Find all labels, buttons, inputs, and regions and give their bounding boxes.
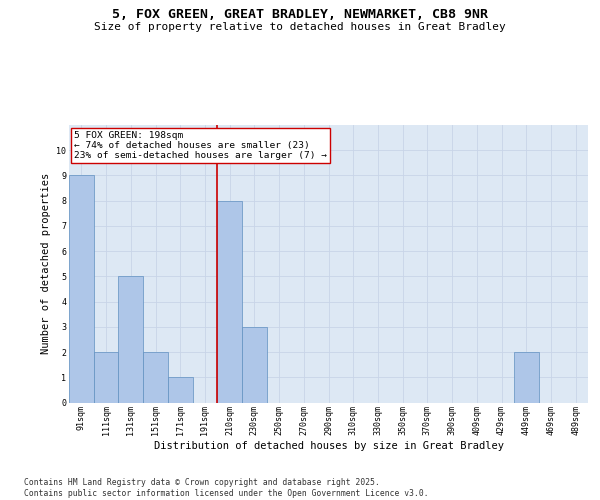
Bar: [168, 378, 193, 402]
Text: Contains HM Land Registry data © Crown copyright and database right 2025.
Contai: Contains HM Land Registry data © Crown c…: [24, 478, 428, 498]
Bar: [242, 327, 267, 402]
Text: 5 FOX GREEN: 198sqm
← 74% of detached houses are smaller (23)
23% of semi-detach: 5 FOX GREEN: 198sqm ← 74% of detached ho…: [74, 130, 327, 160]
Bar: [514, 352, 539, 403]
Text: Size of property relative to detached houses in Great Bradley: Size of property relative to detached ho…: [94, 22, 506, 32]
Bar: [69, 176, 94, 402]
Bar: [94, 352, 118, 403]
Bar: [217, 200, 242, 402]
Text: 5, FOX GREEN, GREAT BRADLEY, NEWMARKET, CB8 9NR: 5, FOX GREEN, GREAT BRADLEY, NEWMARKET, …: [112, 8, 488, 20]
X-axis label: Distribution of detached houses by size in Great Bradley: Distribution of detached houses by size …: [154, 441, 503, 451]
Bar: [118, 276, 143, 402]
Y-axis label: Number of detached properties: Number of detached properties: [41, 173, 50, 354]
Bar: [143, 352, 168, 403]
